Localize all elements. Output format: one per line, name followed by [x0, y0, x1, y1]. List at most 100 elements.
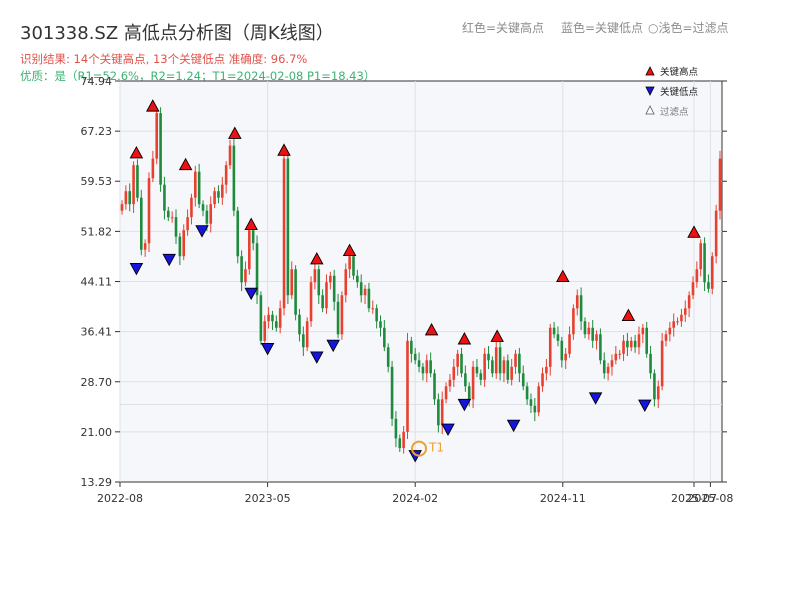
y-tick-label: 51.82: [81, 225, 113, 238]
candle-body: [510, 366, 513, 380]
key-low-marker: [129, 262, 144, 276]
candle-body: [294, 269, 297, 315]
candle-body: [595, 334, 598, 341]
candle-body: [467, 386, 471, 400]
candlesticks: [120, 107, 722, 454]
candle-body: [244, 269, 247, 283]
candle-body: [348, 256, 351, 270]
candle-body: [386, 347, 390, 367]
candle-body: [248, 230, 251, 270]
key-low-marker: [506, 419, 521, 433]
candle-body: [128, 191, 132, 205]
y-tick-label: 28.70: [81, 376, 113, 389]
legend-filtered-icon: [645, 105, 655, 115]
candle-body: [166, 210, 170, 218]
key-high-marker: [228, 126, 242, 139]
candle-body: [209, 204, 213, 224]
candle-body: [186, 217, 189, 231]
header-legend-light: ○浅色=过滤点: [648, 21, 729, 35]
candle-body: [197, 171, 201, 205]
candle-body: [440, 399, 444, 426]
x-tick-label: 2025-07: [671, 492, 717, 505]
candle-body: [583, 321, 587, 335]
key-high-marker: [424, 322, 439, 336]
candle-body: [437, 399, 440, 426]
candle-body: [602, 360, 606, 374]
candle-body: [286, 158, 290, 296]
candle-body: [533, 405, 537, 413]
candle-body: [302, 334, 305, 348]
key-high-marker: [277, 143, 291, 156]
t1-label: T1: [428, 441, 444, 455]
candle-body: [356, 275, 359, 283]
candle-body: [147, 178, 151, 244]
candle-body: [271, 314, 274, 322]
candle-body: [433, 373, 436, 400]
candle-body: [251, 230, 255, 244]
x-tick-label: 2022-08: [97, 492, 143, 505]
key-high-marker: [342, 243, 357, 256]
candle-body: [321, 295, 324, 309]
x-tick-label: 2023-05: [245, 492, 291, 505]
x-tick-label: 2024-11: [540, 492, 586, 505]
candle-body: [429, 360, 432, 374]
candle-body: [143, 243, 147, 250]
legend-filtered-label: 过滤点: [660, 106, 689, 118]
candle-body: [367, 288, 371, 309]
candle-body: [132, 165, 135, 205]
candle-body: [456, 353, 459, 367]
candle-body: [425, 360, 429, 374]
y-tick-label: 67.23: [81, 125, 113, 138]
candle-body: [155, 113, 159, 159]
candle-body: [491, 360, 494, 374]
quality-summary: 优质：是（R1=52.6%，R2=1.24；T1=2024-02-08 P1=1…: [20, 69, 375, 83]
candle-body: [622, 340, 625, 354]
candle-body: [718, 158, 722, 211]
candle-body: [178, 236, 182, 257]
candle-body: [680, 314, 683, 322]
candle-body: [606, 366, 610, 374]
candle-body: [464, 373, 467, 387]
candle-body: [664, 334, 668, 341]
candle-body: [190, 197, 193, 218]
header-legend-blue: 蓝色=关键低点: [561, 21, 643, 35]
candle-body: [136, 165, 139, 198]
candle-body: [240, 256, 243, 283]
x-tick-label: 2025-08: [687, 492, 733, 505]
key-low-marker: [244, 287, 258, 301]
candle-body: [410, 340, 413, 354]
key-high-marker: [621, 308, 636, 322]
x-tick-label: 2024-02: [392, 492, 438, 505]
key-high-marker: [457, 332, 472, 345]
candle-body: [228, 145, 232, 166]
legend-high-icon: [645, 66, 655, 76]
candle-body: [521, 373, 525, 387]
candle-body: [460, 353, 463, 374]
candle-body: [421, 366, 425, 374]
header-legend-red: 红色=关键高点: [462, 20, 544, 35]
candle-body: [205, 210, 209, 224]
candle-body: [325, 282, 328, 309]
candle-body: [649, 353, 652, 374]
candle-body: [687, 295, 691, 309]
candle-body: [599, 334, 602, 361]
key-low-marker: [326, 339, 340, 353]
y-tick-label: 13.29: [81, 476, 113, 489]
candle-body: [483, 353, 486, 380]
candle-body: [587, 327, 591, 335]
y-tick-label: 59.53: [81, 175, 113, 188]
candle-body: [479, 373, 483, 380]
candle-body: [637, 334, 641, 348]
candle-body: [568, 334, 571, 354]
candle-body: [444, 386, 448, 400]
candle-body: [514, 353, 517, 367]
candle-body: [653, 373, 656, 400]
candle-body: [363, 288, 367, 296]
candle-body: [139, 197, 143, 250]
key-high-marker: [310, 252, 324, 265]
candle-body: [255, 243, 259, 296]
key-high-marker: [129, 146, 144, 159]
chart-title: 301338.SZ 高低点分析图（周K线图）: [20, 23, 334, 44]
candle-body: [159, 113, 162, 185]
